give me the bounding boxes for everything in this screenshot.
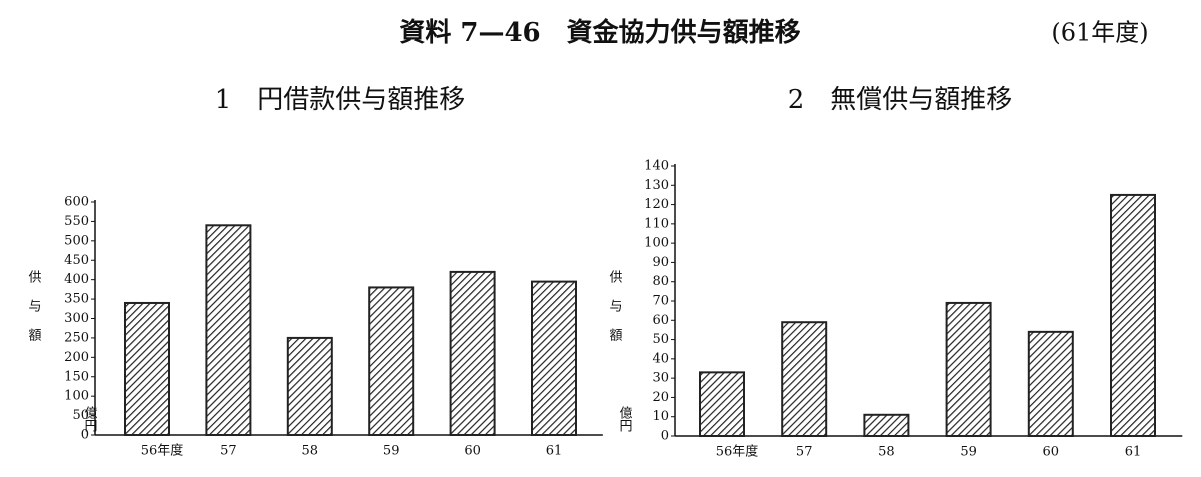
x-tick-label: 58 [878,445,895,460]
x-tick-label: 58 [302,444,319,459]
y-tick-label: 500 [64,233,89,248]
y-tick-label: 70 [652,294,669,309]
y-tick-label: 50 [72,408,89,423]
bar [449,270,496,436]
y-axis-label: 供与額 [607,270,623,357]
x-tick-label: 60 [1043,445,1060,460]
bar [368,286,415,436]
y-tick-label: 60 [652,313,669,328]
y-tick-label: 130 [644,178,669,193]
y-tick-label: 450 [64,253,89,268]
bar [945,301,992,437]
bar [205,224,252,436]
y-tick-label: 120 [644,197,669,212]
y-tick-label: 0 [81,428,89,443]
x-tick-label: 56年度 [716,444,759,460]
x-tick-label: 59 [960,445,977,460]
y-tick-label: 40 [652,351,669,366]
y-tick-label: 100 [644,236,669,251]
bar [1110,193,1156,437]
bar [124,301,170,437]
y-tick-label: 600 [64,195,89,210]
x-tick-label: 61 [1125,445,1142,460]
page-subtitle: (61年度) [1051,19,1148,47]
x-tick-label: 61 [546,444,563,459]
y-tick-label: 90 [652,255,669,270]
bar [699,371,745,438]
bar [1027,330,1074,438]
y-tick-label: 350 [64,292,89,307]
bar [863,413,910,437]
y-tick-label: 100 [64,389,89,404]
y-tick-label: 20 [652,390,669,405]
y-tick-label: 300 [64,311,89,326]
x-tick-label: 59 [383,444,400,459]
y-tick-label: 0 [661,429,669,444]
y-tick-label: 80 [652,274,669,289]
y-tick-label: 50 [652,332,669,347]
page-title: 資料 7—46 資金協力供与額推移 [399,17,800,48]
y-tick-label: 400 [64,272,89,287]
y-tick-label: 200 [64,350,89,365]
x-tick-label: 57 [796,445,813,460]
y-axis-unit: 億円 [617,405,633,432]
chart-title: 1 円借款供与額推移 [215,85,466,115]
y-tick-label: 30 [652,371,669,386]
y-axis-label: 供与額 [26,270,42,357]
x-tick-label: 57 [220,444,237,459]
chart-title: 2 無償供与額推移 [788,85,1013,115]
y-tick-label: 250 [64,330,89,345]
y-tick-label: 550 [64,214,89,229]
y-axis-unit: 億円 [82,405,98,432]
y-tick-label: 150 [64,369,89,384]
bar [531,280,577,436]
x-tick-label: 56年度 [141,443,184,459]
y-tick-label: 10 [652,409,669,424]
y-tick-label: 140 [644,159,669,174]
bar [286,336,333,436]
x-tick-label: 60 [464,444,481,459]
bar [781,321,828,438]
y-tick-label: 110 [644,216,669,231]
